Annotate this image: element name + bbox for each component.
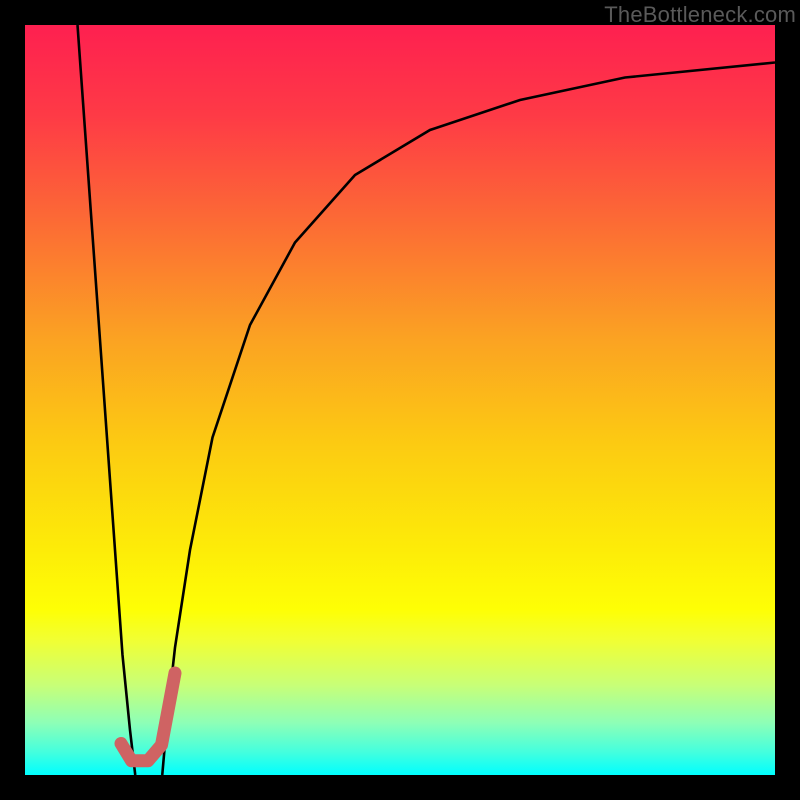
black-curve-right [162, 63, 775, 776]
chart-svg [25, 25, 775, 775]
black-curve-left [78, 25, 136, 775]
chart-plot-area [25, 25, 775, 775]
watermark-text: TheBottleneck.com [604, 2, 796, 28]
